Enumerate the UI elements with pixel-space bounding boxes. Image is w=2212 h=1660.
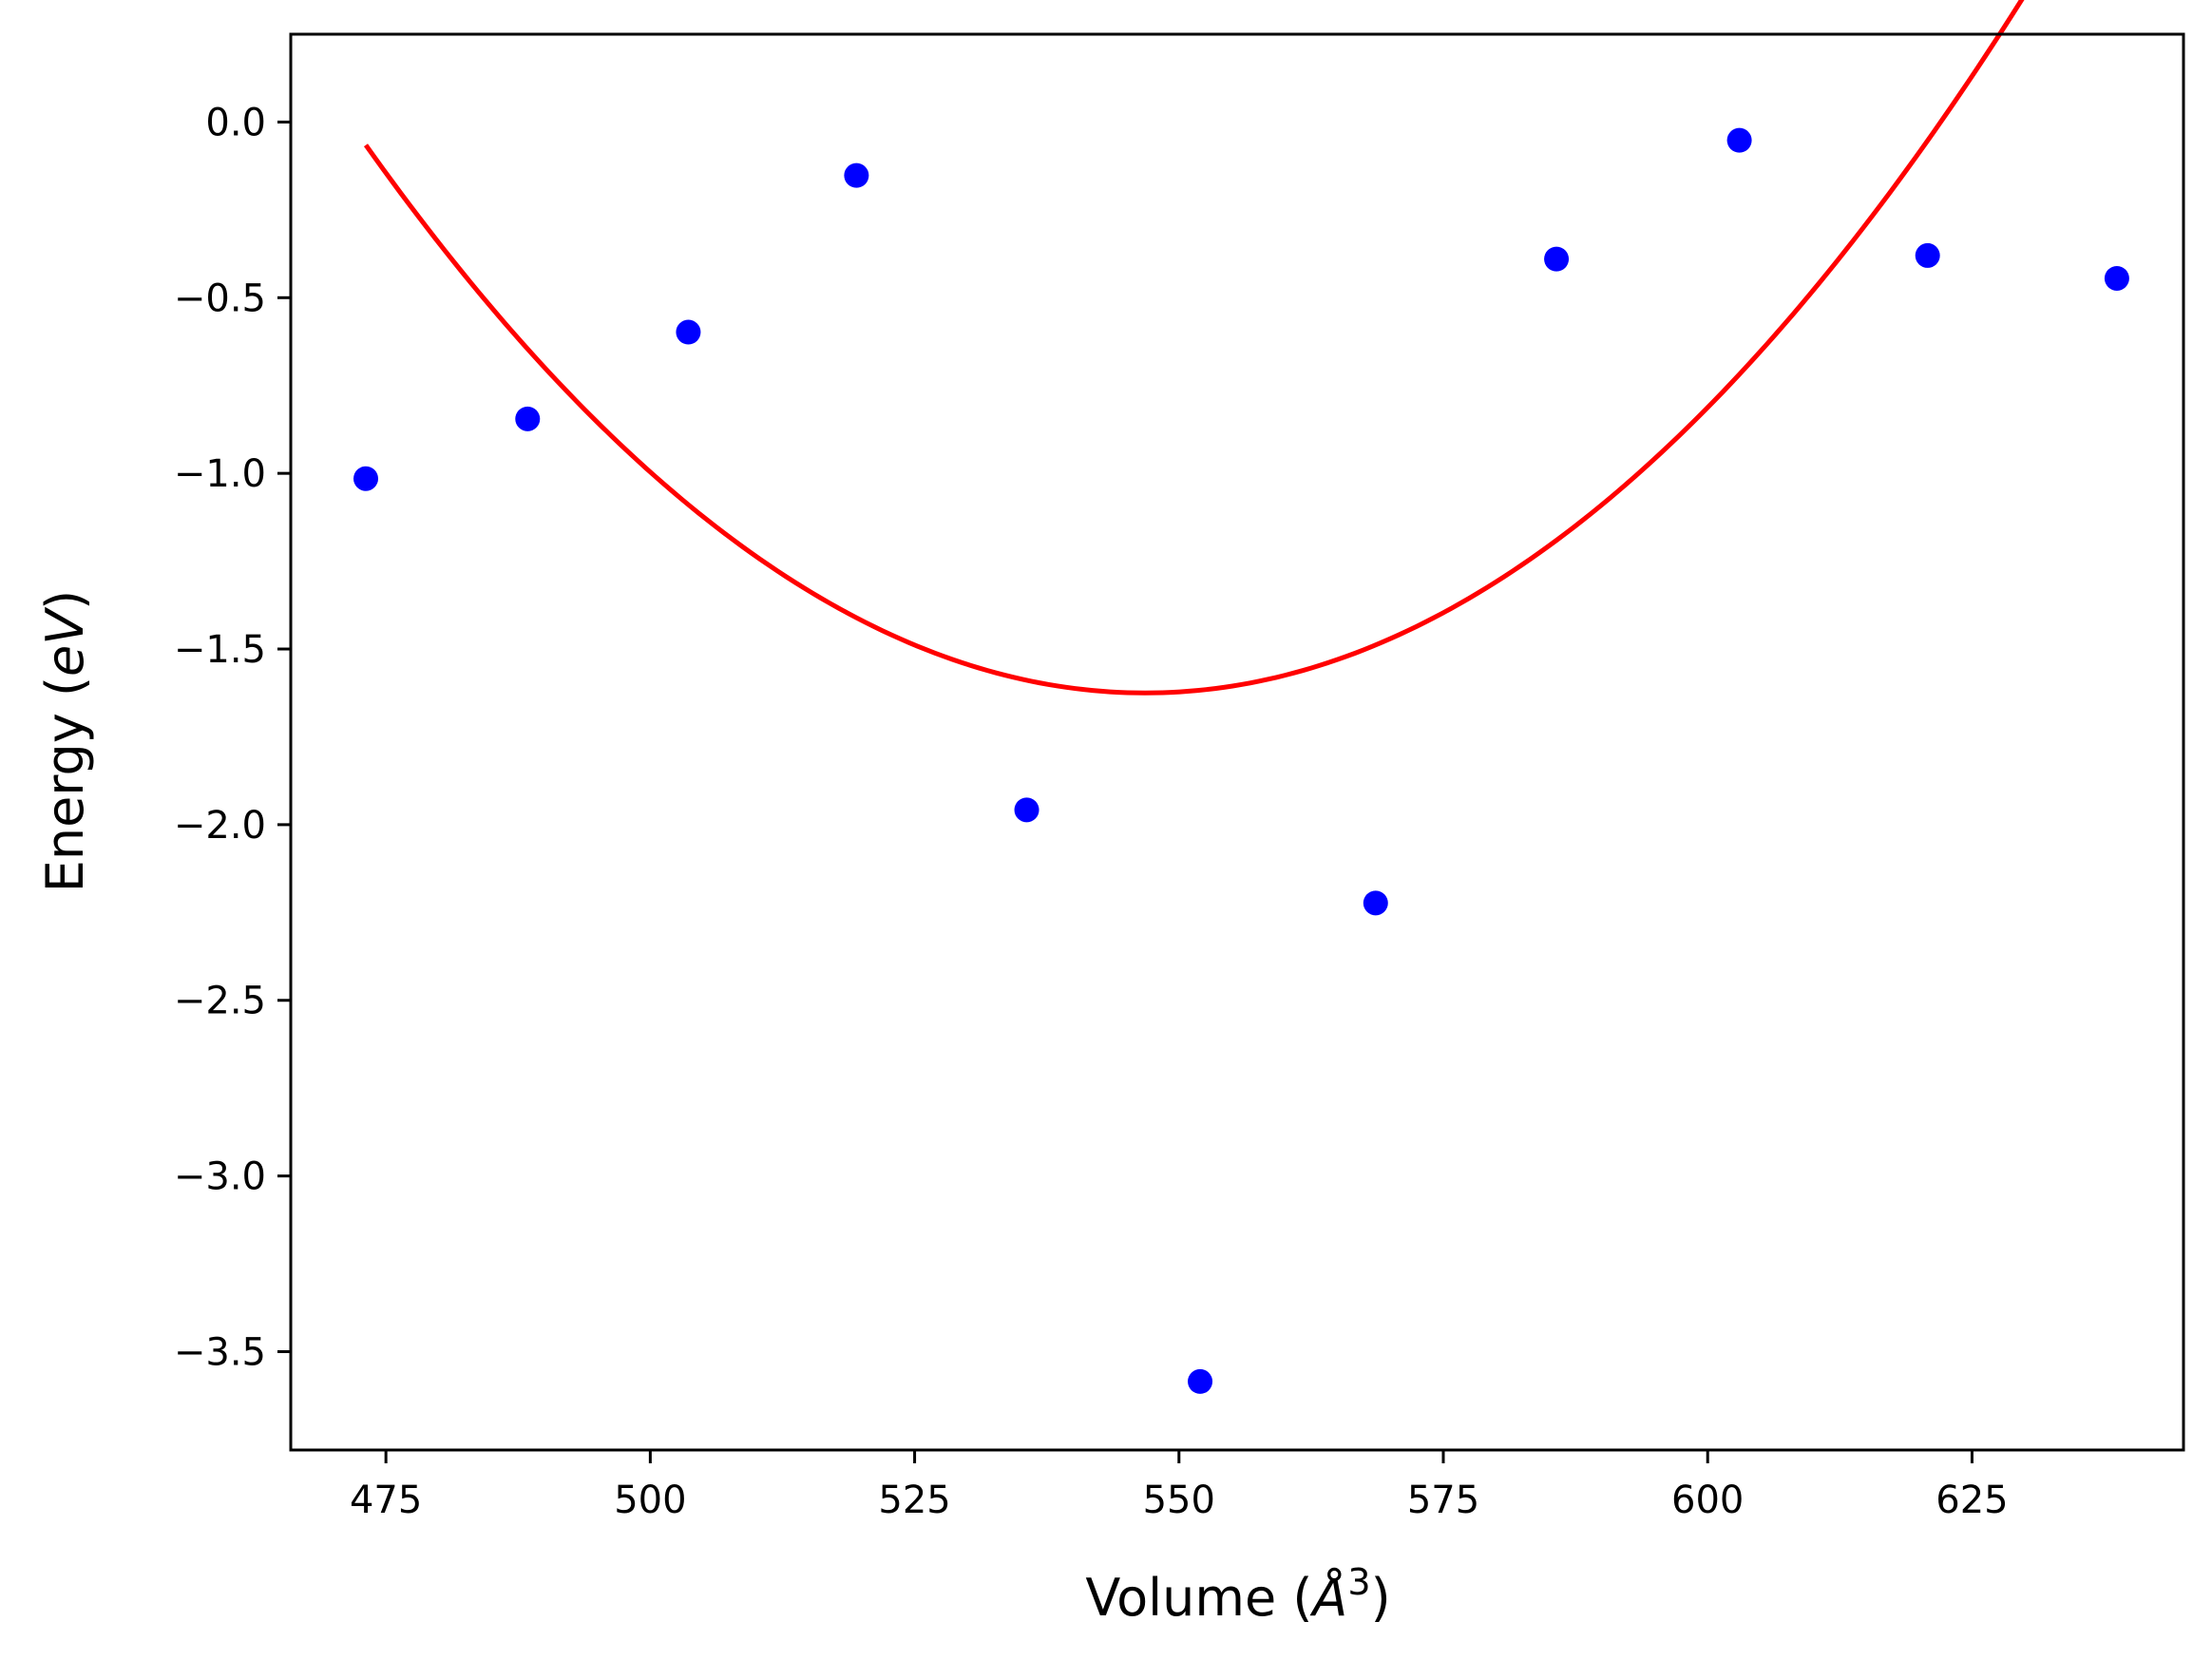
x-axis-label: Volume (Å3) [1085,1561,1390,1628]
x-tick-label: 600 [1671,1479,1744,1522]
fit-curve-layer [363,0,2025,696]
y-tick-label: −3.5 [174,1330,266,1374]
data-point [1726,127,1752,153]
x-tick-label: 625 [1936,1479,2008,1522]
data-point [1915,242,1940,268]
y-tick-label: −0.5 [174,277,266,320]
y-tick-label: −1.0 [174,452,266,496]
data-point [1363,890,1388,916]
x-tick-label: 475 [350,1479,422,1522]
x-axis-ticks: 475 500 525 550 575 600 625 [350,1450,2009,1522]
y-tick-label: −2.5 [174,980,266,1023]
y-tick-label: 0.0 [205,101,266,144]
plot-area-frame [289,32,2185,1452]
data-point [844,162,869,188]
scatter-points-layer [353,127,2129,1394]
y-tick-label: −1.5 [174,628,266,672]
data-point [1544,246,1570,272]
data-point [2104,265,2129,291]
data-point [353,466,379,491]
data-point [515,406,541,431]
fit-curve-line [363,0,2025,696]
x-tick-label: 525 [878,1479,950,1522]
y-tick-label: −2.0 [174,804,266,848]
x-tick-label: 550 [1143,1479,1215,1522]
y-axis-ticks: 0.0 −0.5 −1.0 −1.5 −2.0 −2.5 −3.0 −3.5 [174,101,291,1374]
data-point [1188,1368,1213,1394]
data-point [1014,797,1039,823]
data-point [676,319,701,345]
x-tick-label: 500 [614,1479,686,1522]
y-axis-label: Energy (eV) [35,590,95,893]
y-tick-label: −3.0 [174,1155,266,1199]
x-tick-label: 575 [1407,1479,1479,1522]
